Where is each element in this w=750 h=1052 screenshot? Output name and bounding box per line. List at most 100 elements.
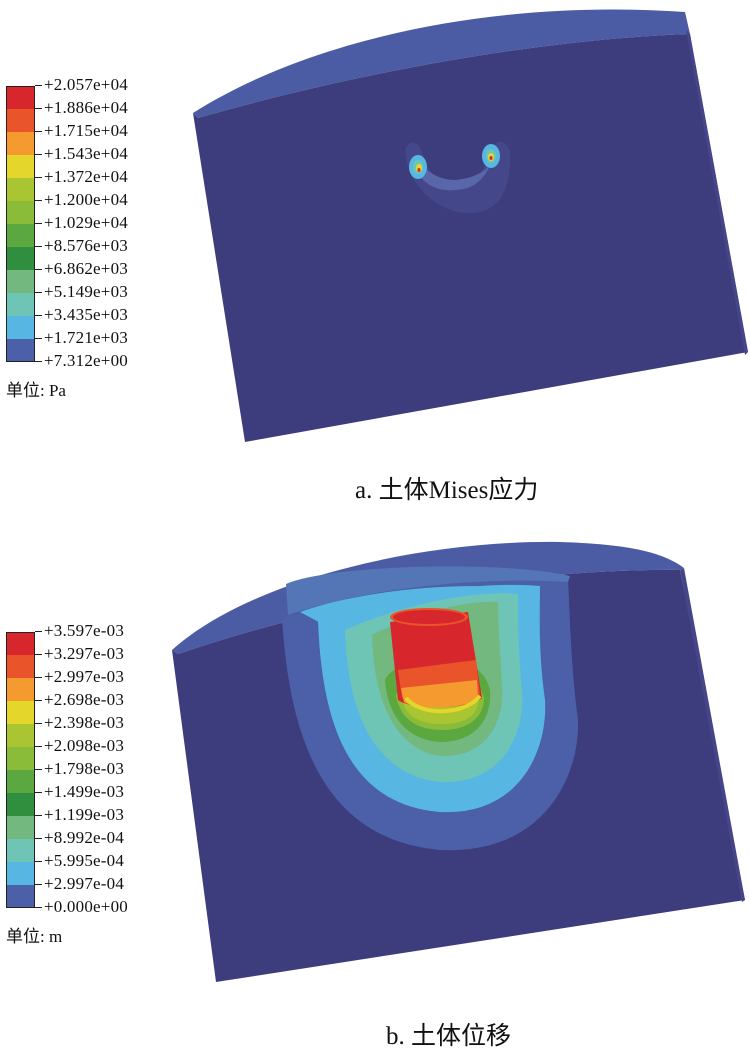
legend-entry: +1.798e-03 xyxy=(6,759,206,793)
legend-tick xyxy=(35,269,42,270)
legend-tick xyxy=(35,131,42,132)
legend-tick xyxy=(35,723,42,724)
legend-entry: +1.721e+03 xyxy=(6,328,206,362)
legend-tick xyxy=(35,631,42,632)
soil-top-surface xyxy=(172,541,684,654)
legend-swatch xyxy=(6,247,35,270)
legend-tick xyxy=(35,361,42,362)
legend-tick xyxy=(35,154,42,155)
pile-band-amber xyxy=(401,680,478,708)
legend-swatch xyxy=(6,293,35,316)
soil-front-face xyxy=(193,34,748,442)
legend-value: +3.597e-03 xyxy=(44,621,125,640)
legend-tick xyxy=(35,85,42,86)
legend-swatch xyxy=(6,793,35,816)
legend-tick xyxy=(35,292,42,293)
legend-entry: +1.029e+04 xyxy=(6,213,206,247)
legend-swatch xyxy=(6,339,35,362)
legend-swatch xyxy=(6,885,35,908)
legend-swatch xyxy=(6,770,35,793)
stress-contour-view xyxy=(193,9,748,442)
legend-value: +2.698e-03 xyxy=(44,690,125,709)
legend-swatch xyxy=(6,862,35,885)
legend-entry: +2.098e-03 xyxy=(6,736,206,770)
legend-value: +3.297e-03 xyxy=(44,644,125,663)
stress-hotspot-left-peak xyxy=(417,168,421,172)
legend-entry: +2.398e-03 xyxy=(6,713,206,747)
legend-swatch xyxy=(6,747,35,770)
legend-swatch xyxy=(6,839,35,862)
legend-entry: +8.576e+03 xyxy=(6,236,206,270)
legend-entry: +8.992e-04 xyxy=(6,828,206,862)
legend-swatch xyxy=(6,201,35,224)
legend-value: +2.057e+04 xyxy=(44,75,128,94)
legend-tick xyxy=(35,315,42,316)
legend-value: +2.398e-03 xyxy=(44,713,125,732)
legend-swatch xyxy=(6,816,35,839)
legend-swatch xyxy=(6,86,35,109)
legend-entry: +1.199e-03 xyxy=(6,805,206,839)
legend-tick xyxy=(35,746,42,747)
legend-value: +1.721e+03 xyxy=(44,328,128,347)
legend-entry: +1.715e+04 xyxy=(6,121,206,155)
legend-value: +5.149e+03 xyxy=(44,282,128,301)
legend-tick xyxy=(35,838,42,839)
legend-entry: +3.597e-03 xyxy=(6,621,206,655)
legend-value: +8.576e+03 xyxy=(44,236,128,255)
legend-value: +1.499e-03 xyxy=(44,782,125,801)
legend-value: +7.312e+00 xyxy=(44,351,128,370)
legend-value: +1.886e+04 xyxy=(44,98,128,117)
legend-tick xyxy=(35,677,42,678)
stress-caption: a. 土体Mises应力 xyxy=(355,477,539,504)
legend-entry: +2.057e+04 xyxy=(6,75,206,109)
legend-entry: +5.149e+03 xyxy=(6,282,206,316)
legend-swatch xyxy=(6,132,35,155)
legend-swatch xyxy=(6,109,35,132)
disp-top-band-2 xyxy=(286,566,570,615)
legend-value: +3.435e+03 xyxy=(44,305,128,324)
soil-right-edge xyxy=(680,568,745,902)
legend-entry: +2.997e-04 xyxy=(6,874,206,908)
legend-swatch xyxy=(6,270,35,293)
stress-unit-label: 单位: Pa xyxy=(6,381,66,400)
legend-entry: +0.000e+00 xyxy=(6,897,206,931)
legend-tick xyxy=(35,246,42,247)
legend-value: +1.199e-03 xyxy=(44,805,125,824)
legend-value: +1.029e+04 xyxy=(44,213,128,232)
legend-value: +1.715e+04 xyxy=(44,121,128,140)
legend-tick xyxy=(35,223,42,224)
legend-swatch xyxy=(6,316,35,339)
legend-swatch xyxy=(6,155,35,178)
legend-tick xyxy=(35,177,42,178)
legend-entry: +7.312e+00 xyxy=(6,351,206,385)
legend-tick xyxy=(35,654,42,655)
legend-tick xyxy=(35,792,42,793)
legend-tick xyxy=(35,200,42,201)
legend-entry: +1.543e+04 xyxy=(6,144,206,178)
stress-halo-outer xyxy=(405,141,511,214)
legend-swatch xyxy=(6,655,35,678)
legend-entry: +1.372e+04 xyxy=(6,167,206,201)
legend-tick xyxy=(35,769,42,770)
displacement-contour-view xyxy=(172,541,745,982)
soil-right-edge xyxy=(686,30,748,355)
legend-entry: +3.297e-03 xyxy=(6,644,206,678)
displacement-unit-label: 单位: m xyxy=(6,927,63,946)
legend-entry: +1.499e-03 xyxy=(6,782,206,816)
legend-value: +2.997e-04 xyxy=(44,874,125,893)
legend-value: +1.798e-03 xyxy=(44,759,125,778)
panel-displacement: +3.597e-03 +3.297e-03 +2.997e-03 +2.698e-03… xyxy=(0,520,750,1050)
legend-value: +2.997e-03 xyxy=(44,667,125,686)
pile-base-rim xyxy=(404,694,482,714)
legend-tick xyxy=(35,884,42,885)
legend-value: +1.200e+04 xyxy=(44,190,128,209)
legend-value: +1.372e+04 xyxy=(44,167,128,186)
stress-halo-inner xyxy=(412,158,492,191)
legend-value: +1.543e+04 xyxy=(44,144,128,163)
legend-entry: +3.435e+03 xyxy=(6,305,206,339)
legend-entry: +2.997e-03 xyxy=(6,667,206,701)
legend-entry: +1.886e+04 xyxy=(6,98,206,132)
legend-entry: +6.862e+03 xyxy=(6,259,206,293)
legend-value: +5.995e-04 xyxy=(44,851,125,870)
legend-tick xyxy=(35,907,42,908)
